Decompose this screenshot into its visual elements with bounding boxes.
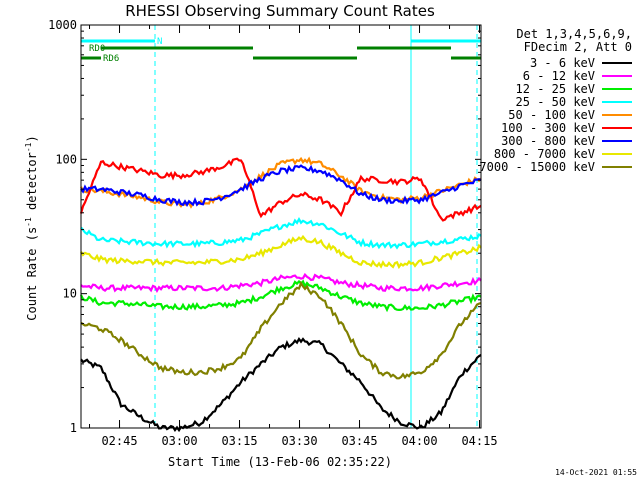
series-line-3 (80, 216, 482, 250)
series-line-1 (80, 272, 482, 293)
y-axis-label-mid: detector (25, 152, 39, 217)
legend-entry-label: 300 - 800 keV (501, 134, 595, 148)
y-axis-label: Count Rate (s-1 detector-1) (24, 135, 39, 320)
legend-entry-label: 12 - 25 keV (516, 82, 595, 96)
x-tick-label: 02:45 (101, 434, 137, 448)
legend-entry-label: 7000 - 15000 keV (479, 160, 595, 174)
y-tick-label: 100 (55, 152, 77, 166)
legend-entry-label: 25 - 50 keV (516, 95, 595, 109)
state-bar-label: RD0 (89, 44, 105, 54)
series-line-0 (80, 336, 482, 433)
state-bar-rd0: RD0 (89, 44, 451, 54)
x-tick-label: 04:15 (461, 434, 497, 448)
state-bar-label: N (157, 37, 162, 47)
plot-frame (80, 24, 482, 429)
x-axis-label: Start Time (13-Feb-06 02:35:22) (168, 455, 392, 469)
series-line-7 (80, 234, 482, 270)
x-tick-label: 03:45 (341, 434, 377, 448)
y-axis-label-sup1: -1 (24, 217, 33, 227)
svg-text:Count Rate (s-1 detector-1): Count Rate (s-1 detector-1) (24, 135, 39, 320)
x-tick-label: 03:30 (281, 434, 317, 448)
legend-entry-label: 6 - 12 keV (523, 69, 595, 83)
y-axis-label-end: ) (25, 135, 39, 142)
x-tick-label: 03:00 (161, 434, 197, 448)
y-axis-label-sup2: -1 (24, 142, 33, 152)
legend-entry-label: 3 - 6 keV (530, 56, 595, 70)
state-bar-n: N (81, 37, 481, 47)
x-axis: 02:45 03:00 03:15 03:30 03:45 04:00 04:15 (89, 25, 498, 448)
series-line-5 (79, 157, 482, 222)
legend-entry-label: 50 - 100 keV (508, 108, 595, 122)
y-axis-label-main: Count Rate (s (25, 227, 39, 321)
legend: Det 1,3,4,5,6,9, FDecim 2, Att 0 3 - 6 k… (479, 27, 632, 174)
legend-header-line-2: FDecim 2, Att 0 (524, 40, 632, 54)
series-line-6 (80, 164, 482, 207)
legend-entry-label: 100 - 300 keV (501, 121, 595, 135)
y-tick-label: 1000 (48, 18, 77, 32)
footer-timestamp: 14-Oct-2021 01:55 (555, 468, 637, 477)
y-tick-label: 1 (70, 421, 77, 435)
y-tick-label: 10 (63, 287, 77, 301)
state-bar-label: RD6 (103, 54, 119, 64)
series-line-2 (80, 279, 482, 313)
x-tick-label: 04:00 (401, 434, 437, 448)
chart-title: RHESSI Observing Summary Count Rates (125, 2, 435, 20)
legend-entry-label: 800 - 7000 keV (494, 147, 595, 161)
state-bar-rd6: RD6 (81, 54, 481, 64)
series-line-8 (80, 280, 482, 380)
legend-header-line-1: Det 1,3,4,5,6,9, (516, 27, 632, 41)
x-tick-label: 03:15 (221, 434, 257, 448)
